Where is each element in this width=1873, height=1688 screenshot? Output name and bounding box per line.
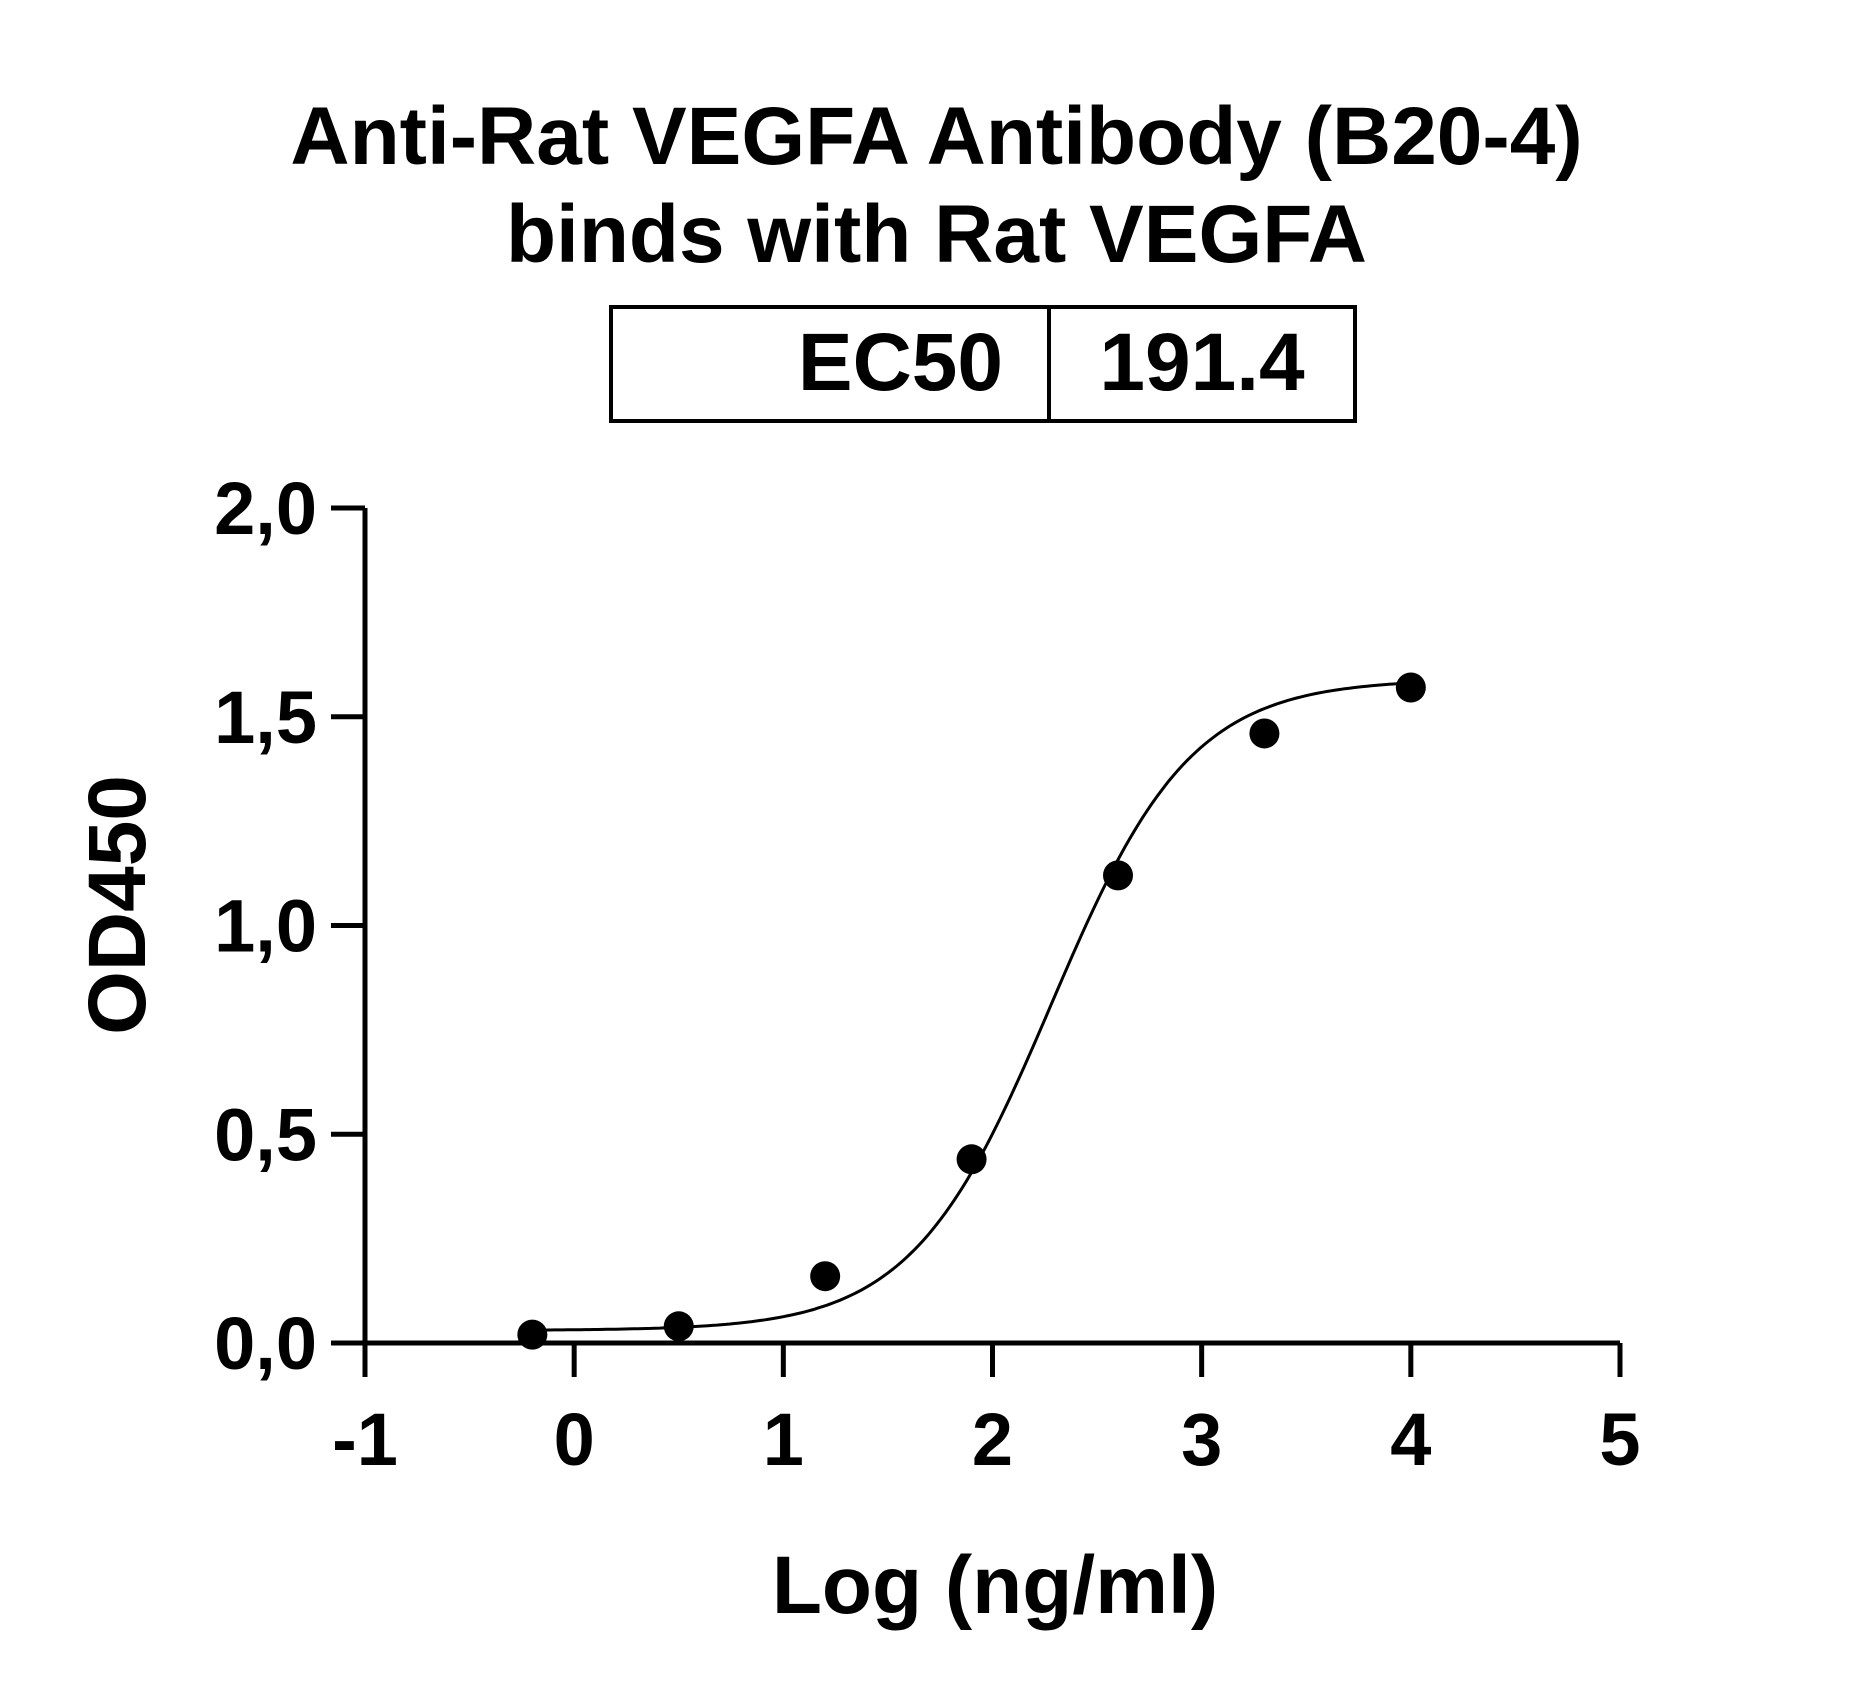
y-axis-title: OD450 bbox=[72, 775, 163, 1035]
y-tick-label: 0,5 bbox=[214, 1093, 317, 1176]
x-tick-label: 1 bbox=[763, 1398, 804, 1481]
y-tick-label: 1,0 bbox=[214, 885, 317, 968]
data-point bbox=[810, 1261, 841, 1292]
chart-title-line-1: Anti-Rat VEGFA Antibody (B20-4) bbox=[290, 91, 1583, 182]
y-tick-label: 0,0 bbox=[214, 1302, 317, 1385]
x-tick-label: -1 bbox=[332, 1398, 398, 1481]
x-tick-label: 0 bbox=[554, 1398, 595, 1481]
data-point bbox=[1395, 672, 1426, 703]
data-point bbox=[663, 1311, 694, 1342]
data-point bbox=[517, 1319, 548, 1350]
chart-title: Anti-Rat VEGFA Antibody (B20-4) binds wi… bbox=[0, 88, 1873, 284]
ec50-value: 191.4 bbox=[1099, 317, 1305, 408]
chart-title-line-2: binds with Rat VEGFA bbox=[505, 189, 1368, 280]
data-point bbox=[1249, 718, 1280, 749]
ec50-label: EC50 bbox=[613, 309, 1051, 419]
x-tick-label: 4 bbox=[1390, 1398, 1431, 1481]
y-axis-ticks: 0,0 0,5 1,0 1,5 2,0 bbox=[214, 467, 365, 1385]
x-tick-label: 2 bbox=[972, 1398, 1013, 1481]
y-tick-label: 1,5 bbox=[214, 676, 317, 759]
x-tick-label: 5 bbox=[1599, 1398, 1640, 1481]
x-axis-ticks: -1 0 1 2 3 4 5 bbox=[332, 1343, 1641, 1481]
x-axis-title: Log (ng/ml) bbox=[772, 1540, 1218, 1631]
fit-curve bbox=[532, 681, 1411, 1332]
axes bbox=[362, 508, 1620, 1346]
data-points bbox=[517, 672, 1426, 1350]
ec50-table: EC50 191.4 bbox=[609, 305, 1357, 423]
y-tick-label: 2,0 bbox=[214, 467, 317, 550]
x-tick-label: 3 bbox=[1181, 1398, 1222, 1481]
data-point bbox=[1103, 860, 1133, 891]
data-point bbox=[956, 1144, 987, 1175]
